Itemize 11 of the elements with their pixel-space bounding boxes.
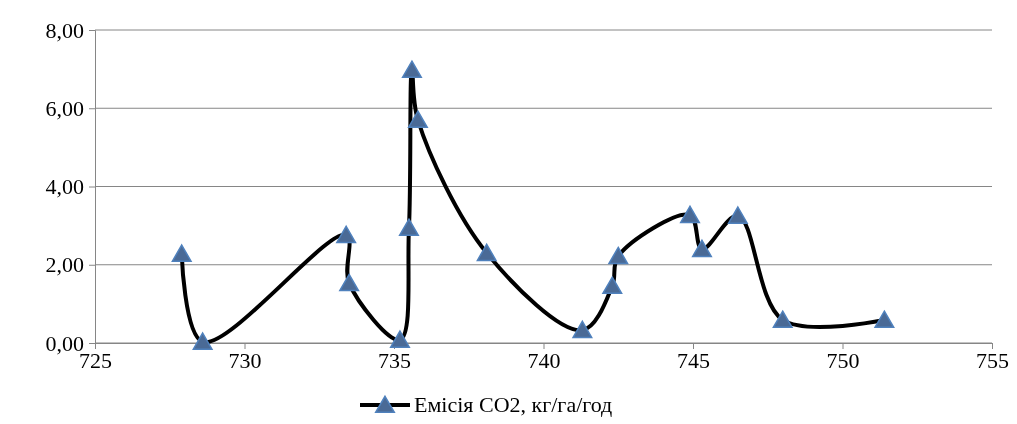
- x-tick-label: 735: [378, 347, 411, 373]
- y-tick-label: 6,00: [45, 95, 84, 121]
- x-tick-label: 730: [228, 347, 262, 373]
- y-tick-label: 4,00: [45, 174, 84, 200]
- x-tick-label: 745: [677, 347, 710, 373]
- legend-label: Емісія CO2, кг/га/год: [414, 392, 613, 417]
- x-tick-label: 755: [976, 347, 1009, 373]
- y-tick-label: 2,00: [45, 252, 84, 278]
- x-tick-label: 750: [826, 347, 860, 373]
- y-tick-label: 8,00: [45, 17, 84, 43]
- x-tick-label: 740: [527, 347, 561, 373]
